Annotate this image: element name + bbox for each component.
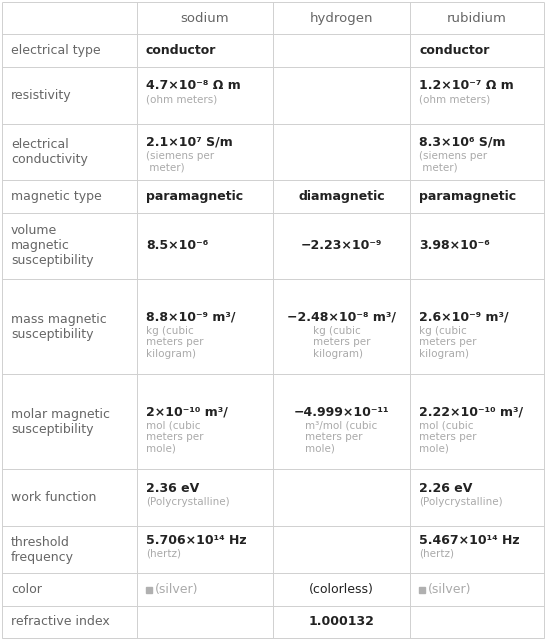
Text: 2.6×10⁻⁹ m³/: 2.6×10⁻⁹ m³/ [419,310,509,324]
Text: −2.48×10⁻⁸ m³/: −2.48×10⁻⁸ m³/ [287,310,396,324]
Text: 2×10⁻¹⁰ m³/: 2×10⁻¹⁰ m³/ [146,406,228,419]
Text: paramagnetic: paramagnetic [146,190,243,203]
Text: diamagnetic: diamagnetic [298,190,385,203]
Text: 1.2×10⁻⁷ Ω m: 1.2×10⁻⁷ Ω m [419,79,514,92]
Text: −2.23×10⁻⁹: −2.23×10⁻⁹ [301,239,382,252]
Text: magnetic type: magnetic type [11,190,102,203]
Text: 8.5×10⁻⁶: 8.5×10⁻⁶ [146,239,208,252]
Text: 8.3×10⁶ S/m: 8.3×10⁶ S/m [419,136,506,149]
Text: threshold
frequency: threshold frequency [11,536,74,564]
Text: (Polycrystalline): (Polycrystalline) [419,497,503,506]
Text: (ohm meters): (ohm meters) [146,94,217,104]
Text: 1.000132: 1.000132 [308,616,375,628]
Text: 3.98×10⁻⁶: 3.98×10⁻⁶ [419,239,490,252]
Text: mol (cubic
meters per
mole): mol (cubic meters per mole) [146,420,204,454]
Bar [419,587,425,593]
Text: (Polycrystalline): (Polycrystalline) [146,497,230,506]
Text: (hertz): (hertz) [419,548,454,559]
Text: 8.8×10⁻⁹ m³/: 8.8×10⁻⁹ m³/ [146,310,235,324]
Text: (silver): (silver) [428,583,472,596]
Text: sodium: sodium [181,12,229,24]
Text: work function: work function [11,491,97,504]
Text: (silver): (silver) [155,583,199,596]
Text: rubidium: rubidium [447,12,507,24]
Text: mol (cubic
meters per
mole): mol (cubic meters per mole) [419,420,477,454]
Text: (siemens per
 meter): (siemens per meter) [419,151,487,173]
Text: color: color [11,583,42,596]
Text: resistivity: resistivity [11,88,72,102]
Text: (siemens per
 meter): (siemens per meter) [146,151,214,173]
Text: 2.1×10⁷ S/m: 2.1×10⁷ S/m [146,136,233,149]
Text: kg (cubic
meters per
kilogram): kg (cubic meters per kilogram) [146,326,204,359]
Text: m³/mol (cubic
meters per
mole): m³/mol (cubic meters per mole) [305,420,378,454]
Text: conductor: conductor [419,44,489,57]
Text: 5.467×10¹⁴ Hz: 5.467×10¹⁴ Hz [419,534,520,547]
Bar [146,587,152,593]
Text: (colorless): (colorless) [309,583,374,596]
Text: 5.706×10¹⁴ Hz: 5.706×10¹⁴ Hz [146,534,247,547]
Text: volume
magnetic
susceptibility: volume magnetic susceptibility [11,225,93,268]
Text: paramagnetic: paramagnetic [419,190,516,203]
Text: kg (cubic
meters per
kilogram): kg (cubic meters per kilogram) [419,326,477,359]
Text: (ohm meters): (ohm meters) [419,94,490,104]
Text: 2.22×10⁻¹⁰ m³/: 2.22×10⁻¹⁰ m³/ [419,406,523,419]
Text: molar magnetic
susceptibility: molar magnetic susceptibility [11,408,110,436]
Text: electrical type: electrical type [11,44,100,57]
Text: 2.26 eV: 2.26 eV [419,481,472,495]
Text: hydrogen: hydrogen [310,12,373,24]
Text: −4.999×10⁻¹¹: −4.999×10⁻¹¹ [294,406,389,419]
Text: 4.7×10⁻⁸ Ω m: 4.7×10⁻⁸ Ω m [146,79,241,92]
Text: conductor: conductor [146,44,216,57]
Text: 2.36 eV: 2.36 eV [146,481,199,495]
Text: electrical
conductivity: electrical conductivity [11,138,88,166]
Text: mass magnetic
susceptibility: mass magnetic susceptibility [11,313,107,340]
Text: kg (cubic
meters per
kilogram): kg (cubic meters per kilogram) [313,326,370,359]
Text: refractive index: refractive index [11,616,110,628]
Text: (hertz): (hertz) [146,548,181,559]
